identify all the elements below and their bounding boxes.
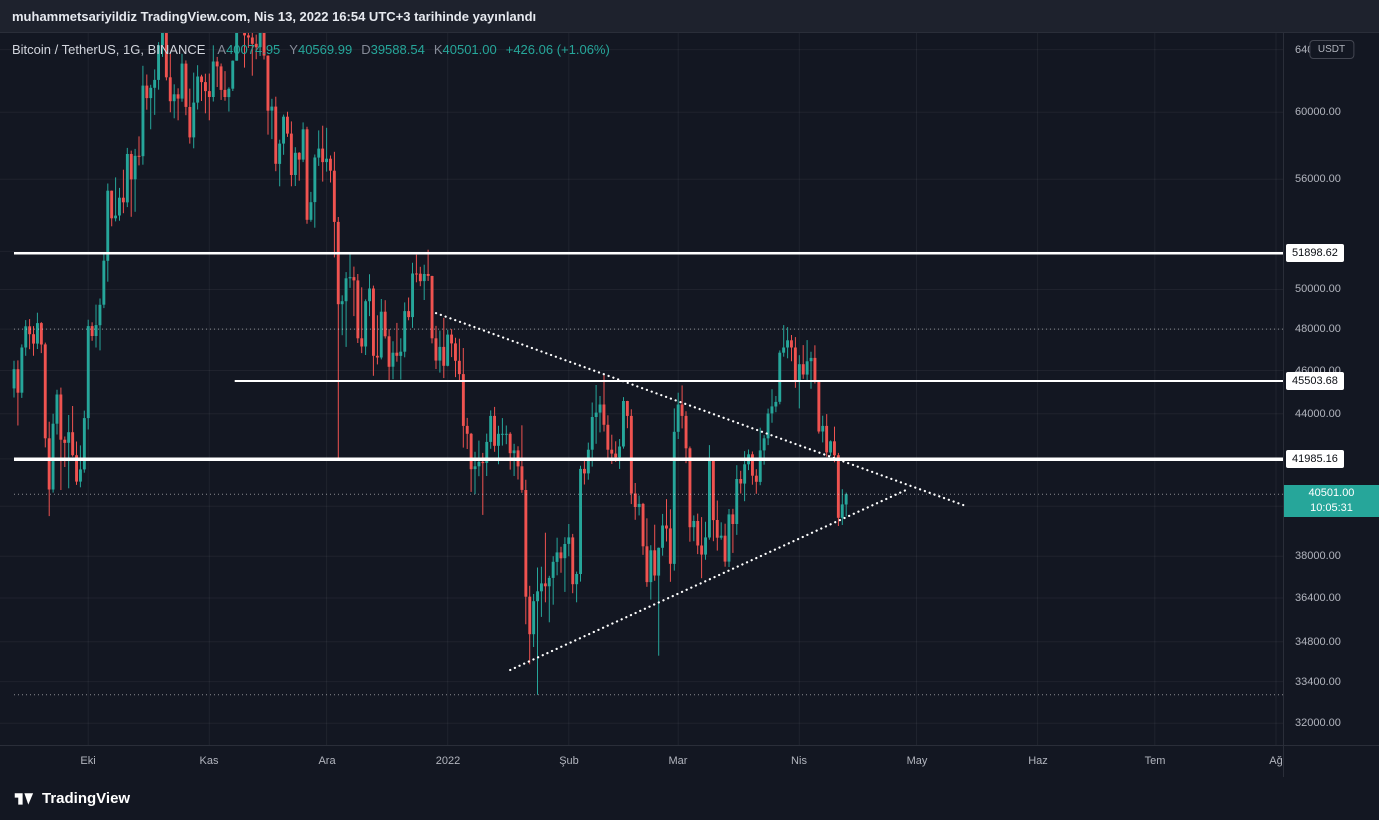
time-axis-label: Ara bbox=[318, 755, 336, 767]
chart-area[interactable]: Bitcoin / TetherUS, 1G, BINANCE A40074.9… bbox=[0, 33, 1379, 777]
footer-brand-link[interactable]: TradingView bbox=[42, 790, 131, 807]
price-chart-canvas[interactable] bbox=[0, 33, 1379, 745]
price-tick: 56000.00 bbox=[1295, 173, 1341, 185]
tradingview-logo-icon[interactable] bbox=[13, 788, 34, 809]
price-tick: 32000.00 bbox=[1295, 717, 1341, 729]
price-tick: 60000.00 bbox=[1295, 106, 1341, 118]
axis-corner bbox=[1283, 746, 1379, 777]
last-price-value: 40501.00 bbox=[1308, 487, 1355, 499]
time-axis-label: May bbox=[906, 755, 928, 767]
ohlc-open: A40074.95 bbox=[217, 42, 281, 57]
symbol-title[interactable]: Bitcoin / TetherUS, 1G, BINANCE bbox=[12, 42, 206, 57]
price-tick: 34800.00 bbox=[1295, 636, 1341, 648]
time-axis-label: Eki bbox=[80, 755, 96, 767]
price-tick: 48000.00 bbox=[1295, 323, 1341, 335]
pane-header: Bitcoin / TetherUS, 1G, BINANCE A40074.9… bbox=[12, 42, 610, 57]
time-axis-label: Haz bbox=[1028, 755, 1048, 767]
change-value: +426.06 (+1.06%) bbox=[505, 42, 610, 57]
price-tick: 36400.00 bbox=[1295, 592, 1341, 604]
time-axis-label: Kas bbox=[199, 755, 219, 767]
time-axis-label: Ağ bbox=[1269, 755, 1283, 767]
ohlc-close: K40501.00 bbox=[433, 42, 497, 57]
price-axis[interactable]: 32000.00 33400.00 34800.00 36400.00 38000.00… bbox=[1283, 33, 1379, 745]
publish-text: muhammetsariyildiz TradingView.com, Nis … bbox=[12, 8, 537, 24]
price-tick: 33400.00 bbox=[1295, 676, 1341, 688]
publish-bar: muhammetsariyildiz TradingView.com, Nis … bbox=[0, 0, 1379, 33]
bar-countdown: 10:05:31 bbox=[1310, 502, 1353, 514]
ohlc-low: D39588.54 bbox=[361, 42, 425, 57]
price-tick: 50000.00 bbox=[1295, 283, 1341, 295]
price-tick: 38000.00 bbox=[1295, 550, 1341, 562]
ohlc-values: A40074.95 Y40569.99 D39588.54 K40501.00 … bbox=[217, 42, 609, 57]
price-tick: 44000.00 bbox=[1295, 408, 1341, 420]
time-axis-label: Nis bbox=[791, 755, 807, 767]
price-level-label: 45503.68 bbox=[1286, 372, 1344, 390]
time-axis-label: Mar bbox=[668, 755, 688, 767]
last-price-label: 40501.00 10:05:31 bbox=[1284, 485, 1379, 517]
time-axis-label: 2022 bbox=[435, 755, 461, 767]
price-level-label: 41985.16 bbox=[1286, 450, 1344, 468]
time-axis-label: Tem bbox=[1144, 755, 1166, 767]
price-level-label: 51898.62 bbox=[1286, 244, 1344, 262]
time-axis-label: Şub bbox=[559, 755, 579, 767]
ohlc-high: Y40569.99 bbox=[289, 42, 353, 57]
footer-bar: TradingView bbox=[0, 777, 1379, 820]
time-axis[interactable]: Eki Kas Ara 2022 Şub Mar Nis May Haz Tem Ağ bbox=[0, 745, 1379, 777]
currency-toggle-button[interactable]: USDT bbox=[1308, 40, 1355, 59]
